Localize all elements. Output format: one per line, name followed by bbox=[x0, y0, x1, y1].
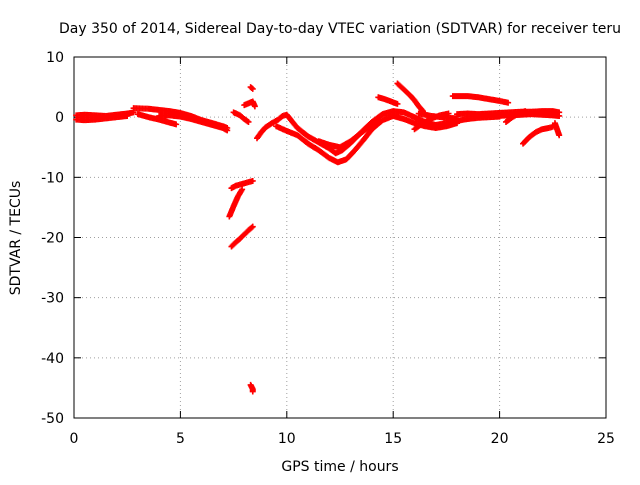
x-tick-label: 15 bbox=[384, 431, 402, 447]
data-point bbox=[249, 388, 256, 395]
y-tick-label: 10 bbox=[46, 50, 64, 66]
series-arc-14 bbox=[273, 112, 461, 166]
series-arc-15 bbox=[315, 115, 382, 151]
data-point bbox=[251, 103, 258, 110]
series-arc-20 bbox=[449, 93, 512, 106]
data-point bbox=[249, 85, 256, 92]
data-point bbox=[239, 186, 246, 193]
series-arc-24 bbox=[520, 123, 556, 147]
series-arc-9 bbox=[230, 109, 252, 125]
y-tick-label: -50 bbox=[41, 411, 64, 427]
x-tick-label: 5 bbox=[176, 431, 185, 447]
series-arc-19 bbox=[411, 110, 452, 133]
series-arc-17 bbox=[394, 80, 426, 115]
y-tick-label: -30 bbox=[41, 291, 64, 307]
y-tick-label: -20 bbox=[41, 231, 64, 247]
data-point bbox=[394, 100, 401, 107]
data-point bbox=[245, 118, 252, 125]
series-arc-5 bbox=[156, 112, 231, 134]
x-axis-title: GPS time / hours bbox=[281, 459, 398, 475]
series-arc-6 bbox=[226, 186, 246, 220]
series-arc-11 bbox=[247, 84, 256, 92]
data-point bbox=[124, 112, 131, 119]
series-arc-25 bbox=[551, 120, 563, 139]
data-point bbox=[445, 110, 452, 117]
series-arc-23 bbox=[502, 108, 529, 125]
chart-title: Day 350 of 2014, Sidereal Day-to-day VTE… bbox=[59, 21, 621, 37]
series-arc-16 bbox=[375, 94, 401, 107]
series-arc-2 bbox=[73, 112, 131, 124]
data-point bbox=[249, 177, 256, 184]
y-axis-title: SDTVAR / TECUs bbox=[8, 181, 24, 296]
data-point bbox=[248, 224, 255, 231]
x-tick-label: 20 bbox=[491, 431, 509, 447]
data-point bbox=[522, 108, 529, 115]
data-point bbox=[173, 121, 180, 128]
y-tick-label: -10 bbox=[41, 170, 64, 186]
series-arc-10 bbox=[241, 98, 258, 110]
x-tick-label: 0 bbox=[70, 431, 79, 447]
axis-ticks: 0 5 10 15 20 25 -50 -40 -30 -20 -10 0 10 bbox=[41, 50, 615, 447]
data-point bbox=[224, 127, 231, 134]
data-point bbox=[556, 112, 563, 119]
data-point bbox=[249, 223, 256, 230]
x-tick-label: 25 bbox=[597, 431, 615, 447]
y-tick-label: -40 bbox=[41, 351, 64, 367]
data-points bbox=[73, 80, 563, 395]
data-point bbox=[374, 116, 381, 123]
series-arc-8 bbox=[228, 223, 256, 250]
y-tick-label: 0 bbox=[55, 110, 64, 126]
x-tick-label: 10 bbox=[278, 431, 296, 447]
series-arc-12 bbox=[247, 381, 256, 395]
data-point bbox=[556, 132, 563, 139]
data-point bbox=[248, 84, 255, 91]
series-arc-7 bbox=[228, 177, 256, 192]
data-point bbox=[375, 115, 382, 122]
data-point bbox=[505, 99, 512, 106]
